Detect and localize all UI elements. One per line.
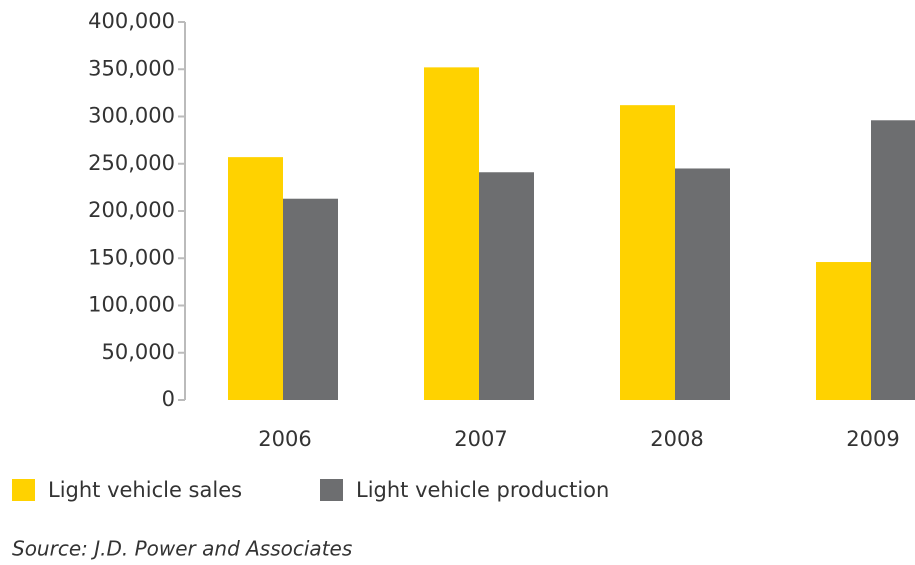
- y-tick-label: 250,000: [88, 151, 175, 175]
- legend-swatch: [320, 479, 343, 501]
- bar: [228, 157, 283, 400]
- legend-swatch: [12, 479, 35, 501]
- y-tick-label: 300,000: [88, 104, 175, 128]
- x-tick-label: 2008: [650, 427, 703, 451]
- y-tick-label: 100,000: [88, 293, 175, 317]
- bar: [479, 172, 534, 400]
- legend-label: Light vehicle sales: [48, 478, 242, 502]
- y-tick-label: 200,000: [88, 198, 175, 222]
- x-tick-label: 2007: [454, 427, 507, 451]
- x-tick-label: 2009: [846, 427, 899, 451]
- bar: [816, 262, 871, 400]
- bar: [675, 168, 730, 400]
- y-tick-label: 0: [162, 387, 175, 411]
- bar: [283, 198, 338, 400]
- legend-label: Light vehicle production: [356, 478, 609, 502]
- x-tick-label: 2006: [258, 427, 311, 451]
- y-tick-label: 350,000: [88, 56, 175, 80]
- y-tick-label: 50,000: [102, 340, 175, 364]
- y-tick-label: 400,000: [88, 9, 175, 33]
- bar: [871, 120, 915, 400]
- bar: [620, 105, 675, 400]
- bar: [424, 67, 479, 401]
- source-note: Source: J.D. Power and Associates: [12, 537, 352, 561]
- y-tick-label: 150,000: [88, 245, 175, 269]
